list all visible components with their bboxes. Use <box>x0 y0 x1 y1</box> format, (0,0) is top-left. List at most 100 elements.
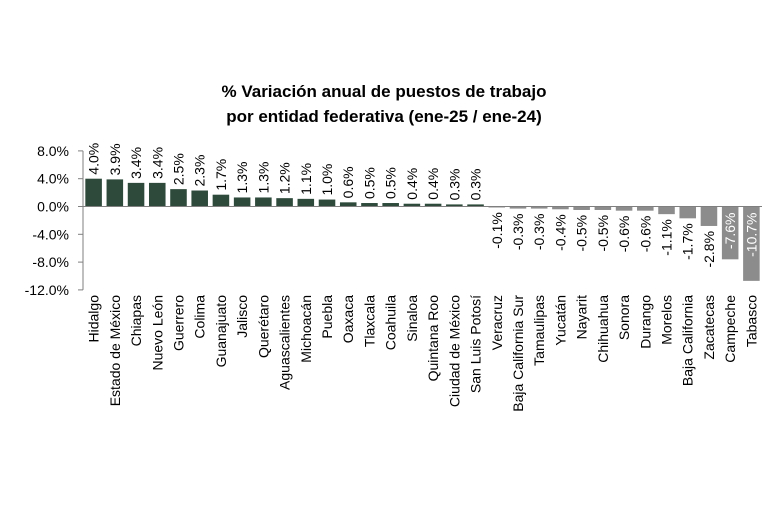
bar <box>297 198 315 207</box>
category-label: Tamaulipas <box>531 295 547 366</box>
category-label: Aguascalientes <box>277 295 293 390</box>
data-label: 0.3% <box>468 168 484 200</box>
bar <box>382 203 399 207</box>
bar <box>446 204 463 207</box>
bar <box>743 206 760 281</box>
bar <box>573 206 590 210</box>
bar <box>212 194 230 207</box>
data-label: 1.0% <box>319 164 335 196</box>
y-tick-label: 8.0% <box>37 143 69 159</box>
category-label: Guanajuato <box>213 295 229 368</box>
category-label: Guerrero <box>170 295 186 351</box>
category-label: Baja California <box>680 295 696 386</box>
data-label: -0.3% <box>510 214 526 251</box>
category-label: Colima <box>192 295 208 339</box>
data-label: 0.3% <box>446 168 462 200</box>
bar <box>255 197 272 207</box>
y-tick-label: 4.0% <box>37 171 69 187</box>
data-label: -0.6% <box>616 216 632 253</box>
category-label: Campeche <box>722 295 738 363</box>
category-label: San Luis Potosí <box>468 295 484 393</box>
category-label: Oaxaca <box>340 295 356 343</box>
data-label: -7.6% <box>722 213 738 250</box>
bar <box>679 206 697 219</box>
bar <box>318 199 336 207</box>
data-label: -0.1% <box>489 212 505 249</box>
data-label: -0.3% <box>531 214 547 251</box>
category-label: Coahuila <box>383 295 399 350</box>
category-label: Morelos <box>659 295 675 345</box>
category-label: Nayarit <box>574 295 590 339</box>
data-label: 2.5% <box>170 153 186 185</box>
bar <box>552 206 569 210</box>
data-label: 1.3% <box>255 162 271 194</box>
category-label: Tlaxcala <box>361 295 377 347</box>
bar <box>106 179 124 207</box>
data-label: 1.3% <box>234 162 250 194</box>
bar <box>361 203 378 207</box>
bar <box>615 206 633 211</box>
data-label: 0.5% <box>383 167 399 199</box>
category-label: Ciudad de México <box>446 295 462 407</box>
bar <box>424 203 442 207</box>
bar <box>170 189 187 207</box>
bar <box>148 182 166 207</box>
bar <box>403 203 421 207</box>
y-tick-label: -4.0% <box>32 226 69 242</box>
data-label: 2.3% <box>192 155 208 187</box>
category-label: Sonora <box>616 295 632 340</box>
category-label: Jalisco <box>234 295 250 338</box>
bar <box>85 178 102 207</box>
category-label: Chiapas <box>128 295 144 346</box>
data-label: -0.6% <box>637 216 653 253</box>
category-label: Hidalgo <box>86 295 102 343</box>
category-label: Chihuahua <box>595 295 611 363</box>
data-label: -0.5% <box>574 215 590 252</box>
chart-title-line-2: por entidad federativa (ene-25 / ene-24) <box>226 107 542 126</box>
category-label: Estado de México <box>107 295 123 406</box>
data-label: -10.7% <box>743 213 759 257</box>
data-label: 0.4% <box>425 168 441 200</box>
bar <box>191 190 208 207</box>
bar <box>721 206 739 260</box>
category-label: Sinaloa <box>404 295 420 342</box>
data-label: 0.6% <box>340 166 356 198</box>
category-label: Zacatecas <box>701 295 717 360</box>
bar <box>276 198 293 207</box>
y-tick-label: -12.0% <box>25 282 69 298</box>
y-tick-label: -8.0% <box>32 254 69 270</box>
data-label: 3.4% <box>128 147 144 179</box>
category-label: Veracruz <box>489 295 505 350</box>
category-label: Michoacán <box>298 295 314 363</box>
data-label: 3.9% <box>107 143 123 175</box>
data-label: -2.8% <box>701 231 717 268</box>
data-label: 1.1% <box>298 163 314 195</box>
bar <box>339 202 357 207</box>
bar <box>467 204 484 207</box>
bar <box>127 182 145 207</box>
bar <box>233 197 251 207</box>
category-label: Quintana Roo <box>425 295 441 382</box>
bar <box>530 206 548 209</box>
category-label: Querétaro <box>255 295 271 358</box>
category-label: Puebla <box>319 295 335 339</box>
bar <box>658 206 675 215</box>
data-label: -0.4% <box>552 214 568 251</box>
chart-title-line-1: % Variación anual de puestos de trabajo <box>221 82 547 101</box>
bar <box>700 206 718 226</box>
data-label: -1.7% <box>680 223 696 260</box>
data-label: -0.5% <box>595 215 611 252</box>
data-label: 0.5% <box>361 167 377 199</box>
category-label: Baja California Sur <box>510 295 526 412</box>
category-label: Tabasco <box>743 295 759 347</box>
data-label: -1.1% <box>659 219 675 256</box>
category-label: Durango <box>637 295 653 349</box>
y-tick-label: 0.0% <box>37 199 69 215</box>
data-label: 1.7% <box>213 159 229 191</box>
data-label: 1.2% <box>277 162 293 194</box>
data-label: 0.4% <box>404 168 420 200</box>
data-label: 4.0% <box>86 143 102 175</box>
bar <box>637 206 654 211</box>
